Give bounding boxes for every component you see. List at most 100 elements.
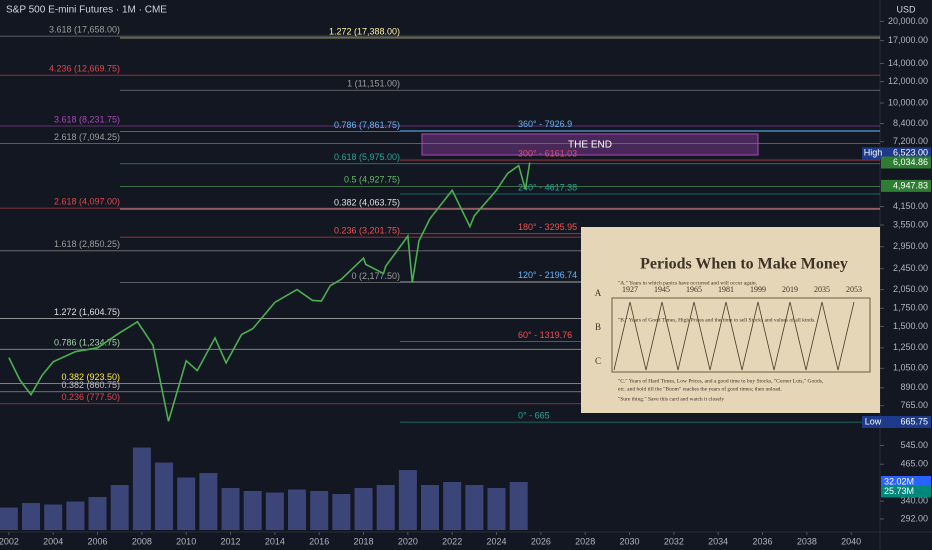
price-tag-label: 4,947.83 <box>893 180 928 190</box>
inset-year: 1927 <box>622 285 638 294</box>
x-tick-label: 2014 <box>265 536 285 546</box>
y-tick-label: 890.00 <box>900 382 928 392</box>
level-label: 0.786 (1,234.75) <box>54 338 120 348</box>
y-tick-label: 7,200.00 <box>893 136 928 146</box>
y-tick-label: 8,400.00 <box>893 118 928 128</box>
level-label: 1 (11,151.00) <box>347 79 400 89</box>
x-tick-label: 2018 <box>354 536 374 546</box>
inset-row-label: B <box>595 322 601 332</box>
price-tag <box>881 156 931 169</box>
inset-note: "Sure thing." Save this card and watch i… <box>618 396 724 402</box>
y-tick-label: 465.00 <box>900 459 928 469</box>
inset-note: "A." Years in which panics have occurred… <box>618 280 758 286</box>
y-tick-label: 1,050.00 <box>893 363 928 373</box>
y-tick-label: 12,000.00 <box>888 76 928 86</box>
y-tick-label: 1,750.00 <box>893 303 928 313</box>
price-tag-name-box <box>862 416 884 429</box>
level-label: 0.786 (7,861.75) <box>334 120 400 130</box>
level-label: 1.272 (1,604.75) <box>54 307 120 317</box>
volume-bar <box>243 491 262 530</box>
x-tick-label: 2040 <box>841 536 861 546</box>
volume-bar <box>0 507 18 530</box>
volume-tag-label: 32.02M <box>884 476 914 486</box>
inset-year: 2035 <box>814 285 830 294</box>
y-tick-label: 765.00 <box>900 400 928 410</box>
inset-note: etc. and hold till the "Boom" reaches th… <box>618 385 782 392</box>
volume-bar <box>398 470 417 530</box>
price-line <box>8 162 531 422</box>
price-tag-name: Low <box>865 416 882 426</box>
volume-bar <box>310 491 329 530</box>
inset-row-label: C <box>595 356 601 366</box>
x-tick-label: 2020 <box>398 536 418 546</box>
y-tick-label: 292.00 <box>900 513 928 523</box>
price-tag-label: 6,034.86 <box>893 157 928 167</box>
inset-row-label: A <box>595 288 602 298</box>
volume-bar <box>465 485 484 530</box>
inset-year: 1945 <box>654 285 670 294</box>
y-tick-label: 2,450.00 <box>893 263 928 273</box>
level-label: 0.382 (923.50) <box>61 372 120 382</box>
level-label: 0° - 665 <box>518 411 550 421</box>
volume-bar <box>132 447 151 530</box>
y-tick-label: 2,950.00 <box>893 241 928 251</box>
chart-title: S&P 500 E-mini Futures · 1M · CME <box>6 5 167 16</box>
volume-bar <box>44 504 63 530</box>
inset-title: Periods When to Make Money <box>640 256 848 273</box>
y-tick-label: 2,050.00 <box>893 284 928 294</box>
price-tag <box>881 147 931 160</box>
level-label: 1.618 (2,850.25) <box>54 239 120 249</box>
level-label: 360° - 7926.9 <box>518 119 572 129</box>
level-label: 1.272 (17,388.00) <box>329 26 400 36</box>
y-tick-label: 10,000.00 <box>888 97 928 107</box>
level-label: 4.236 (12,669.75) <box>49 64 120 74</box>
inset-year: 1999 <box>750 285 766 294</box>
x-tick-label: 2006 <box>88 536 108 546</box>
level-label: 0 (2,177.50) <box>351 271 400 281</box>
x-tick-label: 2038 <box>797 536 817 546</box>
price-tag-name-box <box>862 147 884 160</box>
y-tick-label: 17,000.00 <box>888 35 928 45</box>
x-tick-label: 2026 <box>531 536 551 546</box>
x-tick-label: 2022 <box>442 536 462 546</box>
inset-card: Periods When to Make Money 1927 1945 1965 19… <box>581 227 880 413</box>
y-tick-label: 3,550.00 <box>893 219 928 229</box>
y-tick-label: 340.00 <box>900 495 928 505</box>
level-label: 180° - 3295.95 <box>518 222 577 232</box>
level-label: 0.382 (860.75) <box>61 380 120 390</box>
x-tick-label: 2024 <box>487 536 507 546</box>
annotation-box <box>421 133 759 156</box>
volume-bar <box>376 485 395 530</box>
level-label: 120° - 2196.74 <box>518 270 577 280</box>
x-tick-label: 2030 <box>620 536 640 546</box>
x-tick-label: 2032 <box>664 536 684 546</box>
volume-bar <box>177 477 196 530</box>
volume-bar <box>155 462 174 530</box>
level-label: 2.618 (7,094.25) <box>54 132 120 142</box>
price-tag-label: 665.75 <box>900 416 928 426</box>
y-tick-label: 1,250.00 <box>893 342 928 352</box>
y-tick-label: 20,000.00 <box>888 16 928 26</box>
price-tag-name: High <box>864 148 883 158</box>
x-tick-label: 2012 <box>221 536 241 546</box>
volume-tag-label: 25.73M <box>884 486 914 496</box>
inset-timeline <box>611 297 871 373</box>
currency: USD <box>896 4 916 14</box>
x-tick-label: 2034 <box>708 536 728 546</box>
x-tick-label: 2028 <box>575 536 595 546</box>
volume-bar <box>22 503 41 530</box>
level-label: 60° - 1319.76 <box>518 330 572 340</box>
volume-bar <box>354 488 373 530</box>
x-tick-label: 2004 <box>43 536 63 546</box>
level-label: 300° - 6161.03 <box>518 148 577 158</box>
inset-cycle <box>613 301 855 371</box>
volume-bar <box>199 473 218 530</box>
volume-bar <box>509 482 528 530</box>
volume-tag <box>881 485 931 498</box>
price-tag-label: 6,523.00 <box>893 148 928 158</box>
volume-bar <box>487 488 506 530</box>
price-tag <box>881 179 931 192</box>
price-tag <box>881 416 931 429</box>
y-tick-label: 4,150.00 <box>893 201 928 211</box>
